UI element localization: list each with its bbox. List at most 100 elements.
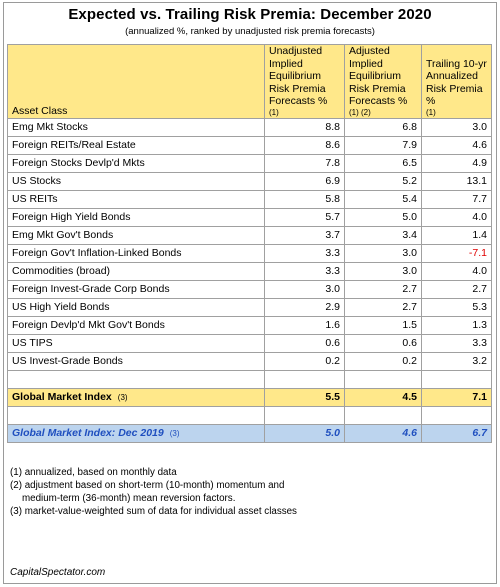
header-unadjusted-note: (1)	[269, 107, 279, 117]
asset-class-cell: US TIPS	[7, 333, 265, 353]
table-row: Foreign Gov't Inflation-Linked Bonds 3.3 3…	[7, 243, 492, 263]
gmi-note: (3)	[117, 393, 128, 402]
spacer-row	[7, 405, 492, 425]
asset-class-cell: Foreign Stocks Devlp'd Mkts	[7, 153, 265, 173]
asset-class-cell: US High Yield Bonds	[7, 297, 265, 317]
gmi-2019-row: Global Market Index: Dec 2019 (3) 5.0 4.6…	[7, 423, 492, 443]
trailing-cell: 2.7	[421, 279, 492, 299]
gmi-label: Global Market Index	[12, 391, 112, 403]
table-row: Foreign High Yield Bonds 5.7 5.0 4.0	[7, 207, 492, 227]
trailing-cell: 5.3	[421, 297, 492, 317]
trailing-cell: 4.0	[421, 207, 492, 227]
adjusted-cell: 6.8	[344, 117, 422, 137]
asset-class-cell: Foreign Gov't Inflation-Linked Bonds	[7, 243, 265, 263]
asset-class-cell: Foreign Invest-Grade Corp Bonds	[7, 279, 265, 299]
spacer-row	[7, 369, 492, 389]
table-row: US Stocks 6.9 5.2 13.1	[7, 171, 492, 191]
adjusted-cell: 3.4	[344, 225, 422, 245]
trailing-cell: 4.0	[421, 261, 492, 281]
footnote-1: (1) annualized, based on monthly data	[10, 467, 177, 478]
asset-class-cell: Emg Mkt Gov't Bonds	[7, 225, 265, 245]
gmi-2019-note: (3)	[169, 429, 180, 438]
unadjusted-cell: 0.2	[264, 351, 345, 371]
header-adjusted: Adjusted Implied Equilibrium Risk Premia…	[344, 44, 422, 119]
table-row: Foreign REITs/Real Estate 8.6 7.9 4.6	[7, 135, 492, 155]
asset-class-cell: Foreign Devlp'd Mkt Gov't Bonds	[7, 315, 265, 335]
source-credit: CapitalSpectator.com	[10, 567, 106, 578]
adjusted-cell: 7.9	[344, 135, 422, 155]
header-unadjusted: Unadjusted Implied Equilibrium Risk Prem…	[264, 44, 345, 119]
table-row: US High Yield Bonds 2.9 2.7 5.3	[7, 297, 492, 317]
adjusted-cell: 6.5	[344, 153, 422, 173]
asset-class-cell: US Stocks	[7, 171, 265, 191]
trailing-cell: 1.3	[421, 315, 492, 335]
gmi-2019-label: Global Market Index: Dec 2019	[12, 427, 164, 439]
unadjusted-cell: 7.8	[264, 153, 345, 173]
table-row: US Invest-Grade Bonds 0.2 0.2 3.2	[7, 351, 492, 371]
trailing-cell: 3.3	[421, 333, 492, 353]
header-trailing-note: (1)	[426, 107, 436, 117]
unadjusted-cell: 3.3	[264, 243, 345, 263]
gmi-unadjusted: 5.5	[264, 387, 345, 407]
unadjusted-cell: 1.6	[264, 315, 345, 335]
unadjusted-cell: 8.8	[264, 117, 345, 137]
adjusted-cell: 5.0	[344, 207, 422, 227]
gmi-2019-label-cell: Global Market Index: Dec 2019 (3)	[7, 423, 265, 443]
unadjusted-cell: 5.7	[264, 207, 345, 227]
unadjusted-cell: 3.3	[264, 261, 345, 281]
table-header-row: Asset Class Unadjusted Implied Equilibri…	[7, 44, 492, 119]
table-row: US TIPS 0.6 0.6 3.3	[7, 333, 492, 353]
asset-class-cell: Emg Mkt Stocks	[7, 117, 265, 137]
trailing-cell: -7.1	[421, 243, 492, 263]
gmi-trailing: 7.1	[421, 387, 492, 407]
table-row: Foreign Devlp'd Mkt Gov't Bonds 1.6 1.5 1.3	[7, 315, 492, 335]
trailing-cell: 3.0	[421, 117, 492, 137]
footnote-2-continued: medium-term (36-month) mean reversion fa…	[22, 493, 236, 504]
header-trailing: Trailing 10-yr Annualized Risk Premia % …	[421, 44, 492, 119]
adjusted-cell: 0.2	[344, 351, 422, 371]
page-title: Expected vs. Trailing Risk Premia: Decem…	[68, 6, 432, 23]
adjusted-cell: 2.7	[344, 297, 422, 317]
table-row: Commodities (broad) 3.3 3.0 4.0	[7, 261, 492, 281]
unadjusted-cell: 0.6	[264, 333, 345, 353]
unadjusted-cell: 3.0	[264, 279, 345, 299]
footnote-2: (2) adjustment based on short-term (10-m…	[10, 480, 285, 491]
report-frame: Expected vs. Trailing Risk Premia: Decem…	[3, 2, 497, 584]
trailing-cell: 1.4	[421, 225, 492, 245]
unadjusted-cell: 5.8	[264, 189, 345, 209]
trailing-cell: 13.1	[421, 171, 492, 191]
table-row: Emg Mkt Gov't Bonds 3.7 3.4 1.4	[7, 225, 492, 245]
gmi-2019-adjusted: 4.6	[344, 423, 422, 443]
unadjusted-cell: 2.9	[264, 297, 345, 317]
gmi-row: Global Market Index (3) 5.5 4.5 7.1	[7, 387, 492, 407]
gmi-2019-unadjusted: 5.0	[264, 423, 345, 443]
trailing-cell: 7.7	[421, 189, 492, 209]
adjusted-cell: 3.0	[344, 261, 422, 281]
asset-class-cell: US Invest-Grade Bonds	[7, 351, 265, 371]
footnotes: (1) annualized, based on monthly data (2…	[10, 466, 297, 518]
adjusted-cell: 5.4	[344, 189, 422, 209]
adjusted-cell: 0.6	[344, 333, 422, 353]
asset-class-cell: Foreign High Yield Bonds	[7, 207, 265, 227]
unadjusted-cell: 3.7	[264, 225, 345, 245]
trailing-cell: 4.9	[421, 153, 492, 173]
adjusted-cell: 3.0	[344, 243, 422, 263]
asset-class-cell: US REITs	[7, 189, 265, 209]
table-row: Emg Mkt Stocks 8.8 6.8 3.0	[7, 117, 492, 137]
trailing-cell: 3.2	[421, 351, 492, 371]
adjusted-cell: 5.2	[344, 171, 422, 191]
gmi-2019-trailing: 6.7	[421, 423, 492, 443]
unadjusted-cell: 6.9	[264, 171, 345, 191]
adjusted-cell: 1.5	[344, 315, 422, 335]
table-row: Foreign Stocks Devlp'd Mkts 7.8 6.5 4.9	[7, 153, 492, 173]
risk-premia-table: Asset Class Unadjusted Implied Equilibri…	[7, 44, 492, 443]
table-row: US REITs 5.8 5.4 7.7	[7, 189, 492, 209]
asset-class-cell: Foreign REITs/Real Estate	[7, 135, 265, 155]
header-adjusted-note: (1) (2)	[349, 107, 371, 117]
adjusted-cell: 2.7	[344, 279, 422, 299]
footnote-3: (3) market-value-weighted sum of data fo…	[10, 506, 297, 517]
gmi-adjusted: 4.5	[344, 387, 422, 407]
table-row: Foreign Invest-Grade Corp Bonds 3.0 2.7 2.7	[7, 279, 492, 299]
asset-class-cell: Commodities (broad)	[7, 261, 265, 281]
unadjusted-cell: 8.6	[264, 135, 345, 155]
